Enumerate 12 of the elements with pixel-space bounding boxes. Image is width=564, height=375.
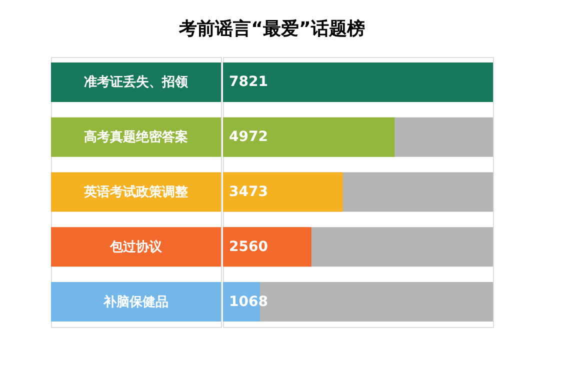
- data-label: 2560: [229, 238, 268, 255]
- chart-title: 考前谣言“最爱”话题榜: [178, 18, 365, 40]
- y-tick-label: 英语考试政策调整: [83, 184, 189, 200]
- data-label: 3473: [229, 184, 268, 200]
- y-tick-label: 高考真题绝密答案: [84, 129, 188, 146]
- data-label: 7821: [229, 74, 268, 90]
- y-tick-label: 补脑保健品: [102, 294, 168, 310]
- data-label: 4972: [229, 129, 268, 146]
- y-tick-label: 包过协议: [109, 238, 163, 255]
- data-label: 1068: [229, 294, 268, 310]
- bar: [223, 227, 312, 267]
- y-tick-label: 准考证丢失、招领: [84, 74, 189, 90]
